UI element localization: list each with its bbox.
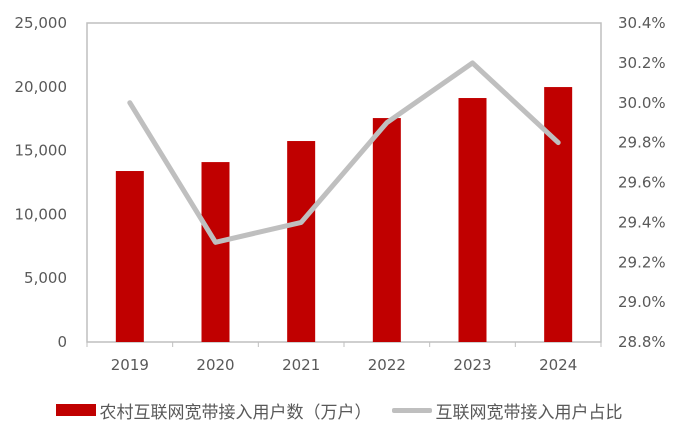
legend-label-line: 互联网宽带接入用户占比 <box>435 402 623 423</box>
bar <box>458 98 487 342</box>
right-tick-label: 29.8% <box>618 134 666 152</box>
right-axis-ticks: 28.8% 29.0% 29.2% 29.4% 29.6% 29.8% 30.0% 30.2%… <box>618 14 666 351</box>
legend: 农村互联网宽带接入用户数（万户） 互联网宽带接入用户占比 <box>0 396 678 424</box>
x-tick-label: 2019 <box>111 356 149 374</box>
legend-swatch-bar <box>55 404 96 416</box>
bar <box>201 162 230 342</box>
x-tick-label: 2024 <box>539 356 577 374</box>
left-tick-label: 15,000 <box>15 142 68 160</box>
legend-label-bar: 农村互联网宽带接入用户数（万户） <box>99 402 372 423</box>
left-tick-label: 25,000 <box>15 14 68 32</box>
right-tick-label: 30.0% <box>618 94 666 112</box>
left-tick-label: 5,000 <box>24 269 67 287</box>
bar <box>115 171 144 342</box>
left-tick-label: 10,000 <box>15 205 68 223</box>
legend-swatch-line <box>391 407 432 413</box>
right-tick-label: 29.4% <box>618 213 666 231</box>
line-path <box>127 60 561 245</box>
bar <box>287 141 316 342</box>
right-tick-label: 29.2% <box>618 253 666 271</box>
plot-border <box>86 22 602 343</box>
x-tick-label: 2022 <box>368 356 406 374</box>
right-tick-label: 30.2% <box>618 54 666 72</box>
x-tick-label: 2023 <box>453 356 491 374</box>
right-tick-label: 30.4% <box>618 14 666 32</box>
legend-item-bar: 农村互联网宽带接入用户数（万户） <box>55 398 372 423</box>
right-tick-label: 29.6% <box>618 174 666 192</box>
bar-series <box>115 87 573 342</box>
left-tick-label: 0 <box>57 333 67 351</box>
x-axis-ticks: 2019 2020 2021 2022 2023 2024 <box>86 342 602 374</box>
plot-frame <box>86 22 602 343</box>
x-tick-label: 2020 <box>196 356 234 374</box>
left-axis-ticks: 0 5,000 10,000 15,000 20,000 25,000 <box>15 14 68 351</box>
bar <box>544 87 573 342</box>
x-tick-label: 2021 <box>282 356 320 374</box>
right-tick-label: 28.8% <box>618 333 666 351</box>
right-tick-label: 29.0% <box>618 293 666 311</box>
line-series <box>127 60 561 245</box>
bar <box>372 118 401 342</box>
left-tick-label: 20,000 <box>15 78 68 96</box>
legend-item-line: 互联网宽带接入用户占比 <box>391 398 623 423</box>
